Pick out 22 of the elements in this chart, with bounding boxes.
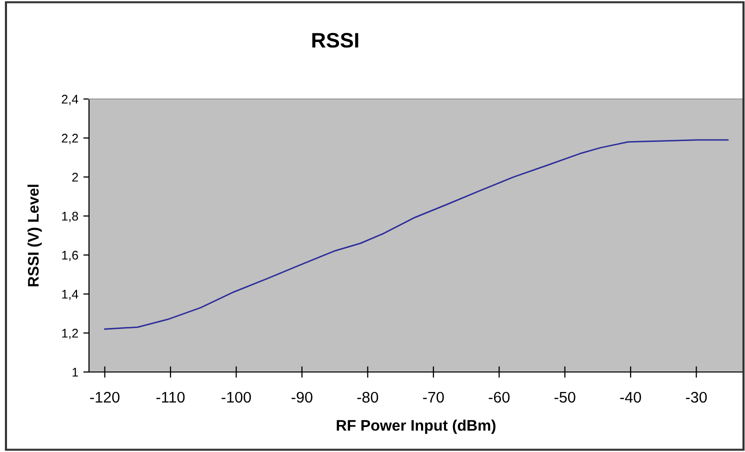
y-tick-label: 2,2	[62, 134, 78, 144]
y-tick-label: 2,4	[62, 94, 78, 106]
x-tick-label: -80	[357, 392, 378, 403]
chart-title: RSSI	[312, 32, 358, 48]
y-tick-label: 2	[72, 172, 78, 182]
line-series	[104, 139, 729, 330]
y-tick-label: 1,2	[62, 328, 78, 340]
x-tick-label: -50	[554, 392, 576, 403]
x-tick-label: -120	[90, 392, 120, 403]
x-tick-label: -100	[222, 392, 251, 403]
x-tick-label: -60	[488, 392, 510, 403]
x-tick-label: -110	[156, 392, 185, 403]
y-tick-label: 1,4	[62, 290, 78, 300]
y-tick-label: 1,6	[62, 250, 78, 262]
x-tick-label: -70	[423, 392, 444, 403]
x-tick-label: -40	[620, 392, 642, 403]
y-tick-label: 1	[72, 368, 78, 377]
y-axis-title: RSSI (V) Level	[28, 184, 42, 286]
x-tick-label: -90	[292, 392, 312, 403]
x-axis-title: RF Power Input (dBm)	[336, 420, 496, 434]
y-tick-label: 1,8	[62, 212, 78, 222]
x-tick-label: -30	[686, 392, 707, 403]
